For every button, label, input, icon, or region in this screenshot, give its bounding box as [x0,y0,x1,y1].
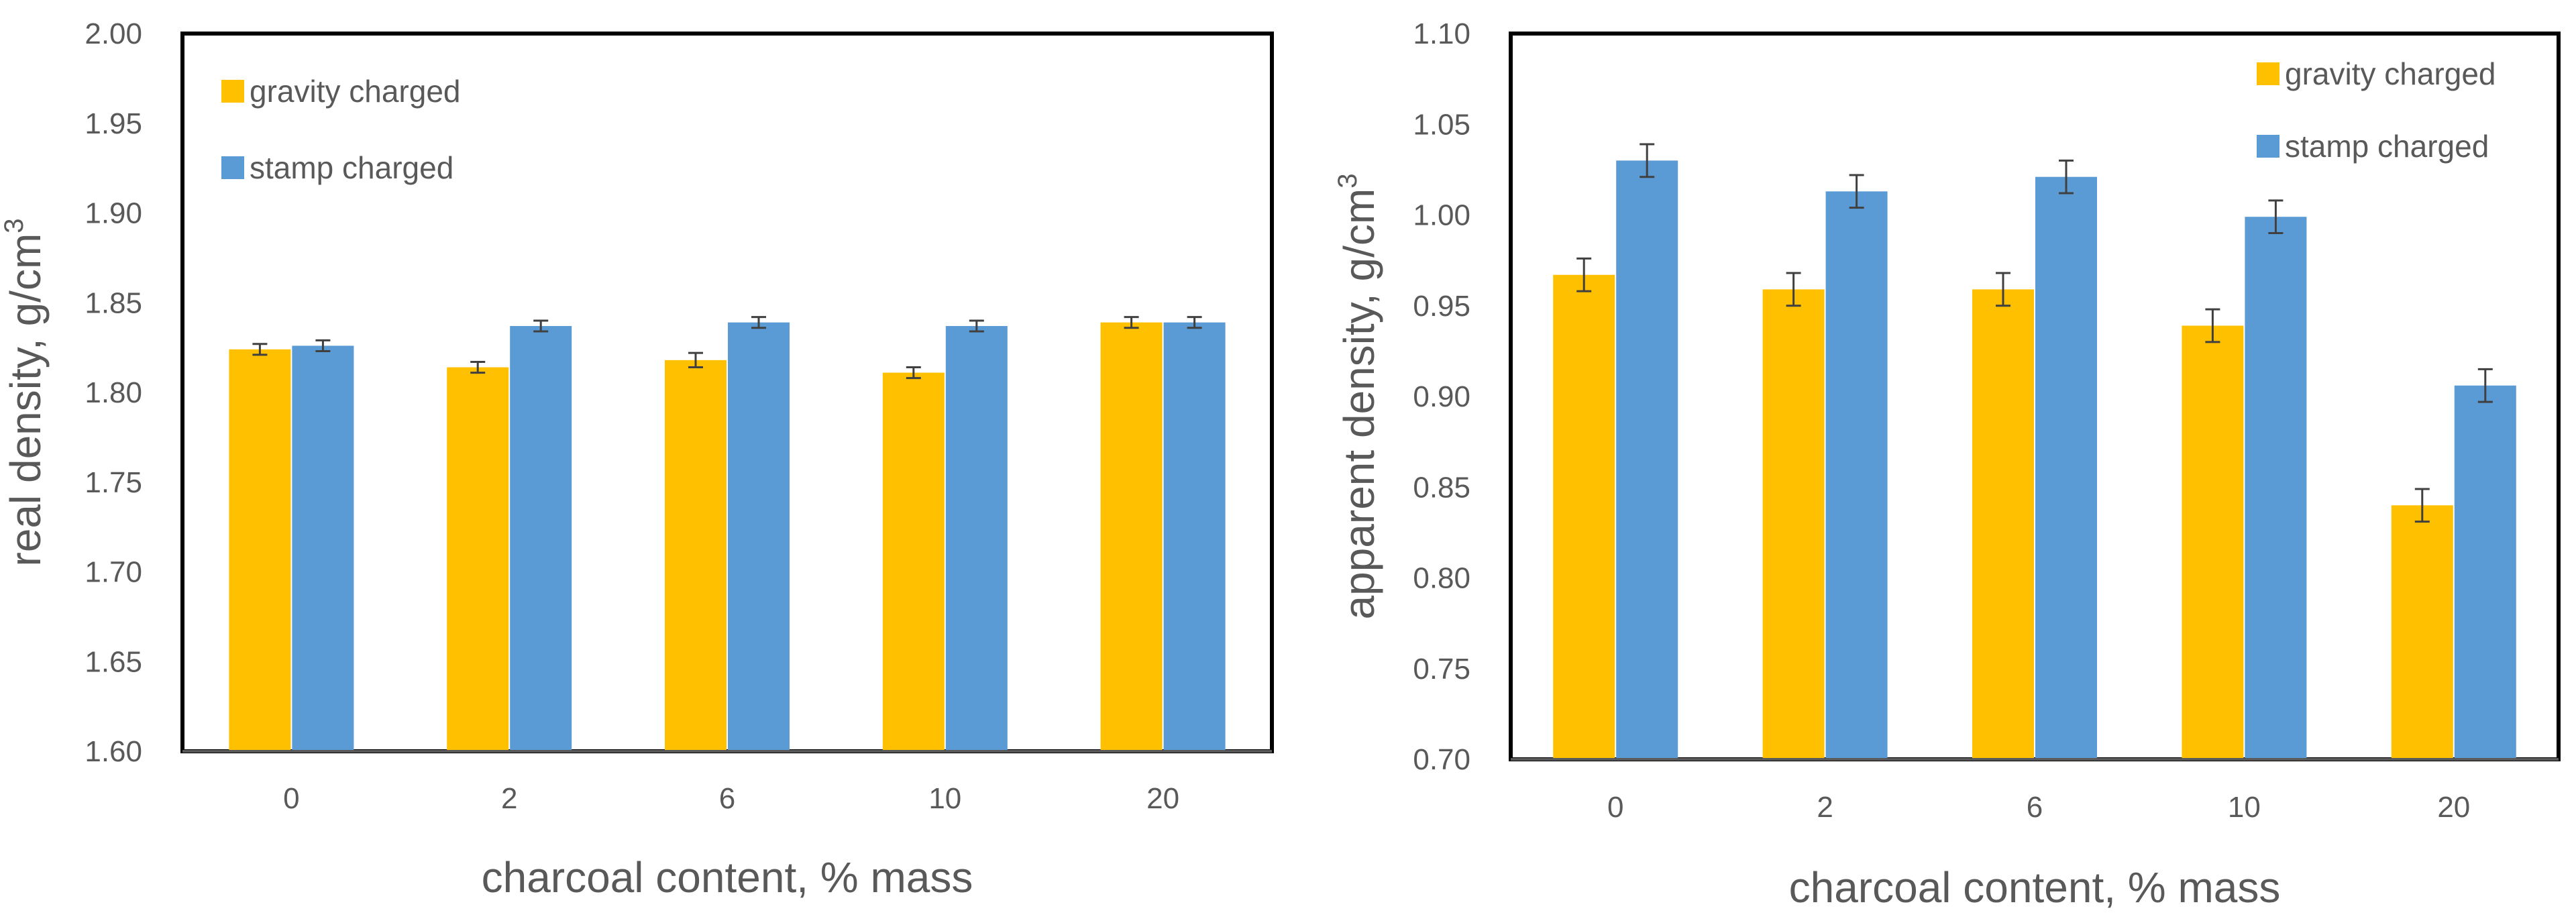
error-bar-stamp-20 [1187,316,1202,329]
error-bar-stamp-10 [969,319,984,333]
y-tick-label: 1.75 [85,466,142,499]
y-tick-label: 1.10 [1413,17,1470,50]
x-tick-label: 0 [283,782,299,815]
plot-area-frame [180,32,1274,753]
error-bar-stamp-6 [751,316,766,329]
legend-label-stamp: stamp charged [2285,129,2489,164]
bar-stamp-20 [1163,322,1226,751]
y-tick-label: 0.70 [1413,743,1470,776]
error-bar-stamp-0 [1640,143,1655,178]
legend-label-stamp: stamp charged [250,150,453,185]
y-axis-label-superscript: 3 [0,218,29,233]
bar-gravity-2 [1762,289,1825,759]
y-tick-label: 1.80 [85,376,142,409]
y-axis-label: real density, g/cm3 [0,218,50,566]
legend-swatch-stamp [2257,135,2279,158]
y-axis-label-main: apparent density, g/cm [1335,188,1383,620]
bar-stamp-2 [1825,191,1888,760]
bar-stamp-20 [2454,385,2516,759]
error-bar-stamp-10 [2268,199,2284,235]
x-tick-label: 10 [2228,791,2261,824]
error-bar-gravity-0 [1576,257,1592,292]
bar-stamp-10 [945,326,1008,751]
x-axis-label: charcoal content, % mass [482,853,973,902]
bar-stamp-6 [2035,176,2097,759]
bar-stamp-10 [2245,217,2307,760]
bar-gravity-10 [2182,325,2244,759]
error-bar-stamp-2 [1849,174,1864,209]
legend-swatch-gravity [2257,62,2279,85]
x-axis-label: charcoal content, % mass [1789,863,2281,912]
x-tick-label: 2 [501,782,517,815]
x-tick-label: 2 [1817,791,1833,824]
error-bar-gravity-6 [688,351,703,369]
bar-stamp-2 [510,326,572,751]
error-bar-stamp-0 [315,339,331,352]
error-bar-stamp-20 [2477,368,2493,403]
legend-swatch-stamp [221,156,244,179]
bar-gravity-0 [229,349,291,751]
error-bar-gravity-10 [2205,308,2220,343]
apparent-density-chart: 0.70 0.75 0.80 0.85 0.90 0.95 1.00 1.05 1.10 0 2 6 1… [1333,17,2561,912]
y-axis-label: apparent density, g/cm3 [1333,174,1383,620]
error-bar-gravity-10 [906,366,921,380]
y-tick-label: 0.75 [1413,653,1470,686]
bar-stamp-0 [292,345,354,751]
legend-swatch-gravity [221,80,244,103]
error-bar-gravity-2 [1786,272,1801,307]
bar-gravity-10 [882,372,945,751]
bar-stamp-0 [1616,160,1678,760]
error-bar-stamp-6 [2059,159,2074,195]
y-tick-label: 1.00 [1413,199,1470,232]
y-axis-label-main: real density, g/cm [1,233,50,567]
y-tick-label: 1.90 [85,197,142,230]
bar-gravity-20 [1100,322,1163,751]
bar-gravity-20 [2391,505,2453,759]
x-tick-label: 20 [1146,782,1179,815]
legend-label-gravity: gravity charged [250,74,461,109]
x-tick-label: 6 [719,782,735,815]
bar-gravity-2 [447,367,509,751]
y-tick-label: 1.95 [85,107,142,140]
y-tick-label: 1.70 [85,556,142,589]
y-tick-label: 1.05 [1413,108,1470,141]
y-axis-label-superscript: 3 [1333,174,1362,188]
y-tick-label: 0.95 [1413,290,1470,323]
bar-gravity-6 [665,360,727,751]
error-bar-gravity-6 [1996,272,2010,307]
error-bar-gravity-20 [1124,316,1139,329]
bar-gravity-6 [1972,289,2034,759]
error-bar-gravity-2 [470,361,486,374]
bar-stamp-6 [728,322,790,751]
error-bar-gravity-0 [252,343,268,356]
error-bar-stamp-2 [533,319,549,333]
y-tick-label: 1.60 [85,735,142,768]
x-tick-label: 6 [2027,791,2043,824]
y-tick-label: 1.85 [85,286,142,319]
x-tick-label: 20 [2437,791,2470,824]
y-tick-label: 1.65 [85,645,142,678]
legend-label-gravity: gravity charged [2285,56,2496,91]
legend: gravity charged stamp charged [221,74,461,185]
x-tick-label: 0 [1607,791,1623,824]
plot-area-frame [1509,32,2561,761]
y-tick-label: 0.90 [1413,380,1470,413]
error-bar-gravity-20 [2414,488,2430,523]
legend: gravity charged stamp charged [2257,56,2496,164]
y-tick-label: 0.85 [1413,471,1470,504]
real-density-chart: 1.60 1.65 1.70 1.75 1.80 1.85 1.90 1.95 2.00 0 2 6 1… [0,17,1274,902]
y-tick-label: 0.80 [1413,562,1470,595]
x-tick-label: 10 [928,782,961,815]
y-tick-label: 2.00 [85,17,142,50]
bar-gravity-0 [1553,274,1615,759]
